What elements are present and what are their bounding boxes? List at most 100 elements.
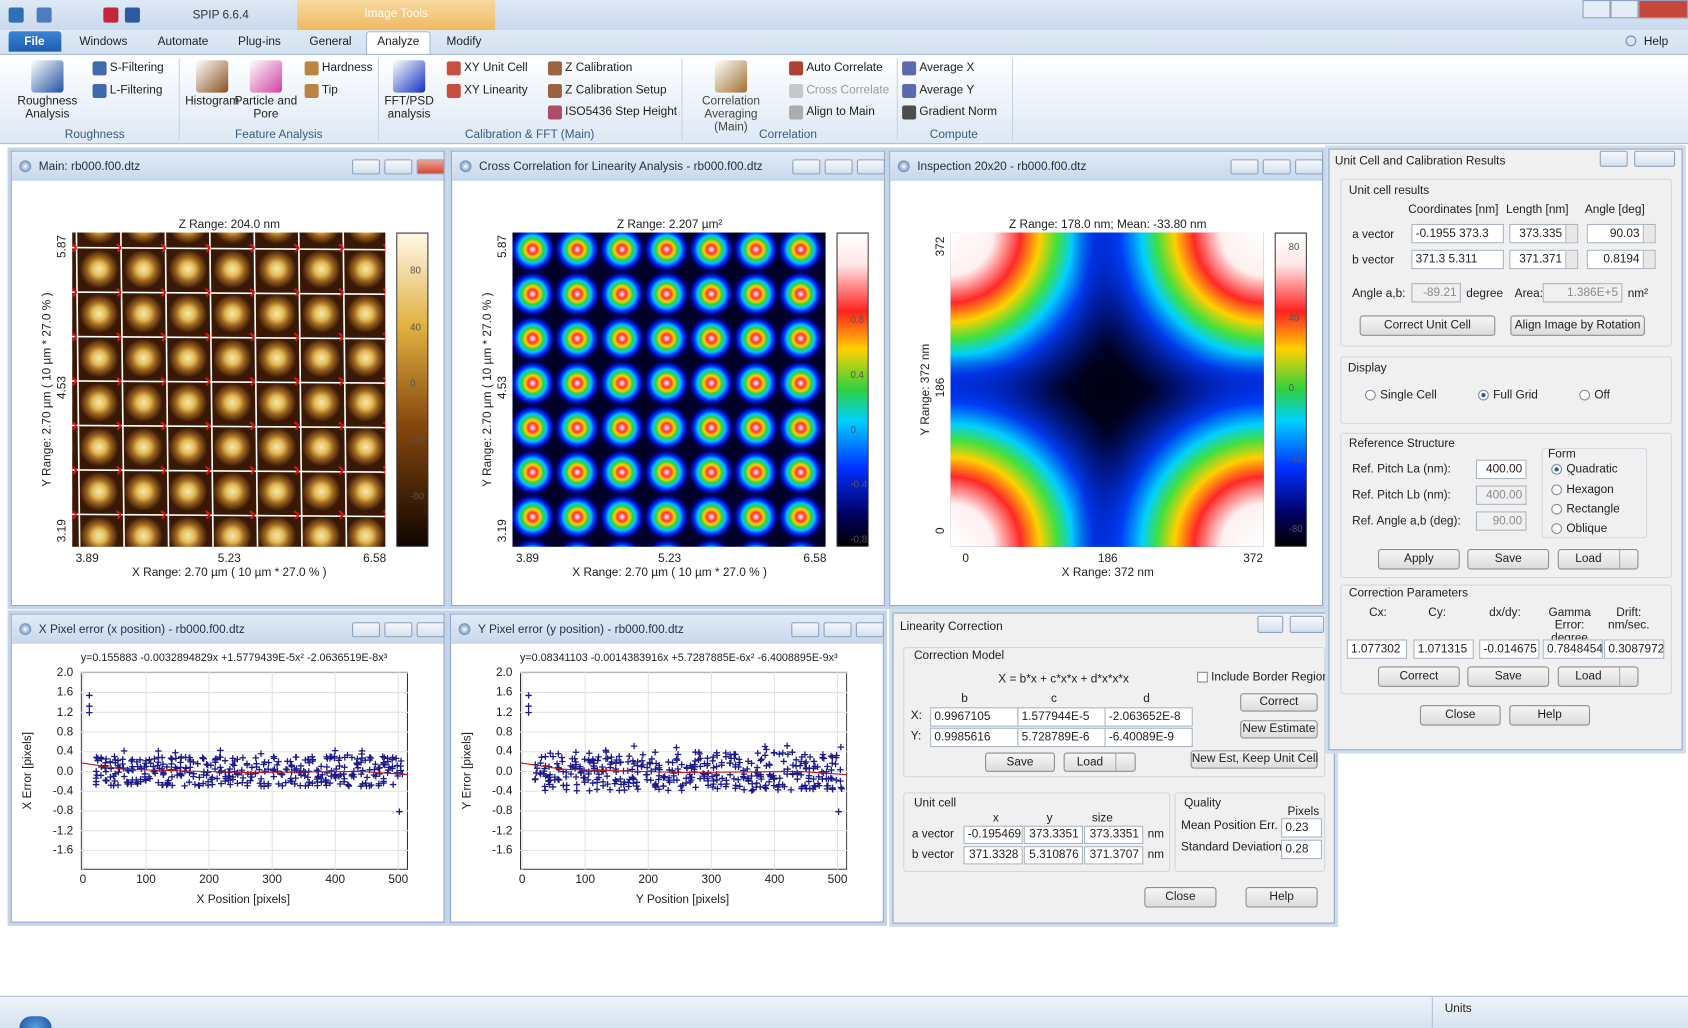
text-field[interactable]: -0.195469 — [963, 825, 1023, 844]
text-field[interactable]: 373.3351 — [1023, 825, 1083, 844]
start-button[interactable] — [19, 1016, 52, 1028]
window-button[interactable] — [384, 622, 413, 638]
text-field[interactable]: 5.728789E-6 — [1017, 727, 1106, 748]
text-field[interactable]: 90.00 — [1475, 511, 1527, 531]
dialog-close-button[interactable] — [1289, 615, 1325, 633]
window-control[interactable] — [1610, 0, 1639, 19]
radio-button[interactable] — [1579, 389, 1591, 401]
spinner[interactable] — [1642, 250, 1655, 269]
text-field[interactable]: 371.371 — [1509, 249, 1579, 270]
text-field[interactable]: 373.3351 — [1084, 825, 1144, 844]
radio-button[interactable] — [1365, 389, 1376, 401]
button[interactable]: Save — [1467, 666, 1550, 687]
radio-button[interactable] — [1551, 463, 1563, 475]
text-field[interactable]: -2.063652E-8 — [1104, 707, 1193, 727]
text-field[interactable]: 1.071315 — [1413, 639, 1474, 659]
quick-access-icon[interactable] — [103, 7, 119, 23]
window-button[interactable] — [416, 159, 445, 175]
ribbon-button[interactable]: Z Calibration — [565, 61, 633, 75]
ribbon-button[interactable]: L-Filtering — [109, 83, 163, 97]
button[interactable]: New Est, Keep Unit Cell — [1190, 750, 1318, 769]
button[interactable]: Correct — [1377, 666, 1460, 687]
radio-button[interactable] — [1551, 484, 1563, 496]
ribbon-button[interactable]: Histogram — [185, 94, 240, 108]
ribbon-button[interactable]: Roughness Analysis — [17, 94, 78, 121]
dialog-help-button[interactable] — [1257, 615, 1284, 633]
text-field[interactable]: -6.40089E-9 — [1104, 727, 1193, 748]
ribbon-button[interactable]: Cross Correlate — [806, 83, 890, 97]
spinner[interactable] — [1565, 224, 1578, 243]
text-field[interactable]: 0.9985616 — [930, 727, 1019, 748]
ribbon-button[interactable]: XY Unit Cell — [463, 61, 528, 75]
button[interactable]: Correct — [1240, 693, 1318, 712]
button[interactable]: Load — [1063, 752, 1136, 772]
ribbon-button[interactable]: Align to Main — [806, 105, 875, 119]
text-field[interactable]: 90.03 — [1586, 223, 1656, 244]
dialog-close-button[interactable] — [1634, 150, 1676, 167]
text-field[interactable]: -0.014675 — [1479, 639, 1540, 659]
dialog-help-button[interactable] — [1599, 150, 1628, 167]
ribbon-button[interactable]: FFT/PSD analysis — [384, 94, 434, 121]
button[interactable]: Apply — [1377, 549, 1460, 570]
checkbox[interactable] — [1197, 671, 1208, 683]
button[interactable]: Save — [985, 752, 1055, 772]
button[interactable]: New Estimate — [1240, 720, 1318, 739]
window-button[interactable] — [855, 622, 884, 638]
text-field[interactable]: 5.310876 — [1023, 846, 1083, 865]
text-field[interactable]: 0.9967105 — [930, 707, 1019, 727]
spinner[interactable] — [1642, 224, 1655, 243]
button[interactable]: Align Image by Rotation — [1510, 315, 1645, 336]
ribbon-button[interactable]: ISO5436 Step Height — [565, 105, 678, 119]
text-field[interactable]: 373.335 — [1509, 223, 1579, 244]
ribbon-button[interactable]: Correlation Averaging (Main) — [701, 94, 760, 134]
ribbon-button[interactable]: Particle and Pore — [234, 94, 298, 121]
window-button[interactable] — [352, 622, 381, 638]
button[interactable]: Close — [1144, 887, 1217, 908]
window-button[interactable] — [1262, 159, 1291, 175]
ribbon-button[interactable]: S-Filtering — [109, 61, 164, 75]
quick-access-icon[interactable] — [36, 7, 52, 23]
text-field[interactable]: 0.23 — [1281, 818, 1322, 838]
button[interactable]: Help — [1509, 705, 1591, 726]
text-field[interactable]: 371.3328 — [963, 846, 1023, 865]
text-field[interactable]: 0.8194 — [1586, 249, 1656, 270]
radio-button[interactable] — [1551, 523, 1563, 534]
text-field[interactable]: 400.00 — [1475, 485, 1527, 505]
window-button[interactable] — [856, 159, 885, 175]
text-field[interactable]: 400.00 — [1475, 459, 1527, 480]
ribbon-button[interactable]: Gradient Norm — [919, 105, 998, 119]
quick-access-icon[interactable] — [124, 7, 140, 23]
button[interactable]: Load — [1557, 549, 1639, 570]
ribbon-button[interactable]: Average Y — [919, 83, 975, 97]
ribbon-button[interactable]: Average X — [919, 61, 975, 75]
ribbon-button[interactable]: Auto Correlate — [806, 61, 883, 75]
ribbon-button[interactable]: XY Linearity — [463, 83, 528, 97]
dropdown-arrow[interactable] — [1115, 753, 1134, 771]
button[interactable]: Correct Unit Cell — [1359, 315, 1496, 336]
file-tab[interactable] — [8, 31, 62, 52]
spinner[interactable] — [1565, 250, 1578, 269]
active-tab[interactable] — [366, 31, 431, 55]
window-button[interactable] — [791, 622, 820, 638]
window-button[interactable] — [1230, 159, 1259, 175]
window-button[interactable] — [352, 159, 381, 175]
window-button[interactable] — [792, 159, 821, 175]
radio-button[interactable] — [1478, 389, 1489, 401]
text-field[interactable]: 371.3707 — [1084, 846, 1144, 865]
window-button[interactable] — [416, 622, 445, 638]
button[interactable]: Close — [1419, 705, 1501, 726]
radio-button[interactable] — [1551, 503, 1563, 515]
window-button[interactable] — [1295, 159, 1324, 175]
text-field[interactable]: 1.077302 — [1346, 639, 1408, 659]
text-field[interactable]: 0.7848454 — [1542, 639, 1603, 659]
text-field[interactable]: -89.21 — [1411, 283, 1461, 303]
window-button[interactable] — [824, 159, 853, 175]
window-button[interactable] — [823, 622, 852, 638]
window-control[interactable] — [1638, 0, 1688, 19]
help-icon[interactable] — [1625, 35, 1637, 47]
dropdown-arrow[interactable] — [1619, 667, 1637, 686]
text-field[interactable]: 371.3 5.311 — [1411, 249, 1504, 270]
ribbon-button[interactable]: Tip — [321, 83, 338, 97]
button[interactable]: Load — [1557, 666, 1639, 687]
ribbon-button[interactable]: Z Calibration Setup — [565, 83, 667, 97]
